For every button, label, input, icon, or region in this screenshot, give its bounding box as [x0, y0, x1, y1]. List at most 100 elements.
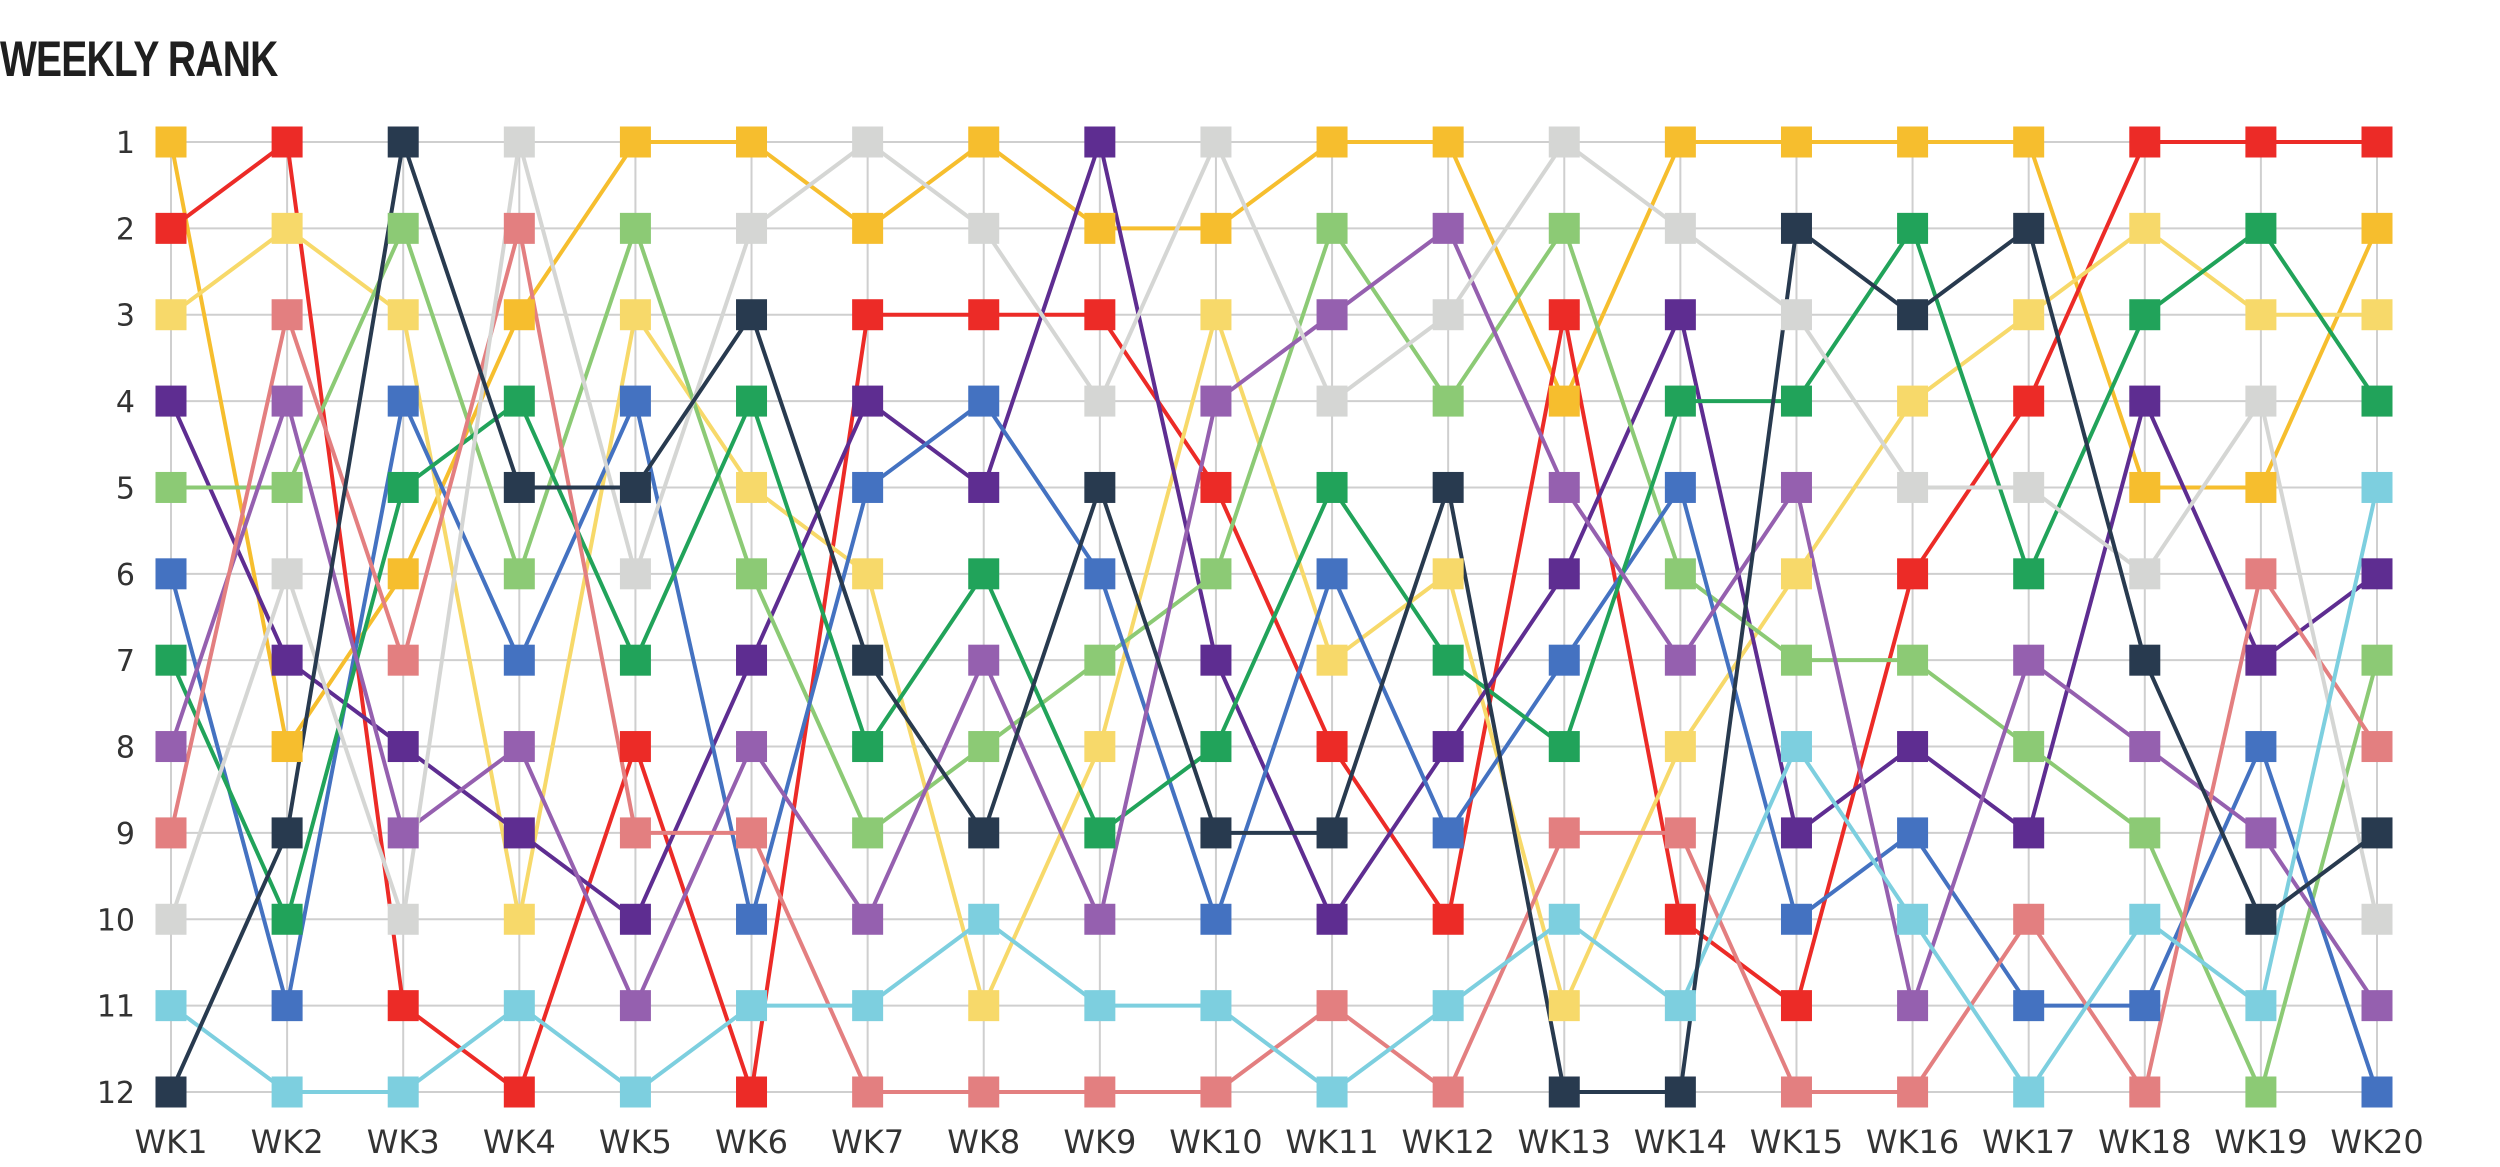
data-point-marker: [1316, 1076, 1348, 1108]
data-point-marker: [1432, 299, 1464, 331]
data-point-marker: [1780, 385, 1812, 417]
data-point-marker: [619, 299, 651, 331]
data-point-marker: [1084, 299, 1116, 331]
data-point-marker: [1084, 644, 1116, 676]
data-point-marker: [2245, 644, 2277, 676]
data-point-marker: [2129, 385, 2161, 417]
data-point-marker: [2245, 903, 2277, 935]
data-point-marker: [271, 817, 303, 849]
data-point-marker: [1432, 126, 1464, 158]
data-point-marker: [852, 990, 884, 1022]
data-point-marker: [852, 731, 884, 763]
data-point-marker: [2129, 126, 2161, 158]
data-point-marker: [852, 817, 884, 849]
data-point-marker: [271, 903, 303, 935]
data-point-marker: [2013, 471, 2045, 503]
data-point-marker: [1664, 903, 1696, 935]
data-point-marker: [271, 1076, 303, 1108]
data-point-marker: [736, 212, 768, 244]
data-point-marker: [1664, 1076, 1696, 1108]
data-point-marker: [1084, 385, 1116, 417]
data-point-marker: [1084, 731, 1116, 763]
data-point-marker: [2245, 990, 2277, 1022]
y-tick-label: 8: [116, 731, 135, 766]
data-point-marker: [387, 817, 419, 849]
data-point-marker: [1780, 644, 1812, 676]
y-tick-label: 3: [116, 299, 135, 334]
data-point-marker: [2361, 558, 2393, 590]
data-point-marker: [2245, 558, 2277, 590]
data-point-marker: [2245, 731, 2277, 763]
data-point-marker: [271, 471, 303, 503]
data-point-marker: [619, 731, 651, 763]
data-point-marker: [387, 644, 419, 676]
data-point-marker: [155, 1076, 187, 1108]
y-tick-label: 11: [97, 990, 135, 1025]
data-point-marker: [1432, 212, 1464, 244]
y-tick-label: 5: [116, 471, 135, 506]
data-point-marker: [2013, 731, 2045, 763]
x-tick-label: WK20: [2330, 1123, 2423, 1161]
data-point-marker: [2245, 385, 2277, 417]
data-point-marker: [271, 558, 303, 590]
data-point-marker: [1664, 990, 1696, 1022]
data-point-marker: [1432, 385, 1464, 417]
data-point-marker: [1897, 299, 1929, 331]
data-point-marker: [852, 126, 884, 158]
data-point-marker: [736, 903, 768, 935]
x-tick-label: WK10: [1169, 1123, 1262, 1161]
x-tick-label: WK13: [1518, 1123, 1611, 1161]
data-point-marker: [155, 299, 187, 331]
data-point-marker: [1897, 126, 1929, 158]
data-point-marker: [1780, 731, 1812, 763]
data-point-marker: [1897, 212, 1929, 244]
data-point-marker: [503, 817, 535, 849]
data-point-marker: [503, 212, 535, 244]
data-point-marker: [2361, 903, 2393, 935]
data-point-marker: [1664, 299, 1696, 331]
data-point-marker: [1084, 471, 1116, 503]
data-point-marker: [271, 731, 303, 763]
data-point-marker: [1664, 212, 1696, 244]
series-line-7: [169, 226, 2379, 922]
data-point-marker: [1316, 385, 1348, 417]
x-tick-label: WK19: [2214, 1123, 2307, 1161]
data-point-marker: [1084, 990, 1116, 1022]
data-point-marker: [852, 385, 884, 417]
data-point-marker: [1780, 299, 1812, 331]
x-tick-label: WK9: [1063, 1123, 1136, 1161]
data-point-marker: [387, 212, 419, 244]
data-point-marker: [619, 471, 651, 503]
y-tick-label: 12: [97, 1076, 135, 1111]
data-point-marker: [968, 817, 1000, 849]
x-tick-label: WK16: [1866, 1123, 1959, 1161]
data-point-marker: [1897, 558, 1929, 590]
series-line-6: [169, 399, 2379, 1093]
data-point-marker: [1316, 817, 1348, 849]
data-point-marker: [271, 385, 303, 417]
data-point-marker: [1664, 558, 1696, 590]
data-point-marker: [1200, 903, 1232, 935]
x-axis: WK1 WK2 WK3 WK4 WK5 WK6 WK7 WK8 WK9 WK10 WK11 WK12 W…: [135, 1123, 2424, 1161]
data-point-marker: [155, 558, 187, 590]
data-point-marker: [2245, 126, 2277, 158]
x-tick-label: WK14: [1634, 1123, 1727, 1161]
data-point-marker: [2361, 471, 2393, 503]
y-tick-label: 9: [116, 817, 135, 852]
data-point-marker: [155, 644, 187, 676]
data-point-marker: [2361, 990, 2393, 1022]
data-point-marker: [1897, 731, 1929, 763]
data-point-marker: [2129, 817, 2161, 849]
x-tick-label: WK2: [251, 1123, 324, 1161]
data-point-marker: [1316, 126, 1348, 158]
data-point-marker: [1664, 126, 1696, 158]
data-point-marker: [2129, 1076, 2161, 1108]
x-tick-label: WK18: [2098, 1123, 2191, 1161]
data-point-marker: [852, 558, 884, 590]
x-tick-label: WK4: [483, 1123, 556, 1161]
data-point-marker: [1548, 1076, 1580, 1108]
data-point-marker: [271, 212, 303, 244]
data-point-marker: [736, 471, 768, 503]
data-point-marker: [271, 990, 303, 1022]
x-tick-label: WK11: [1285, 1123, 1378, 1161]
